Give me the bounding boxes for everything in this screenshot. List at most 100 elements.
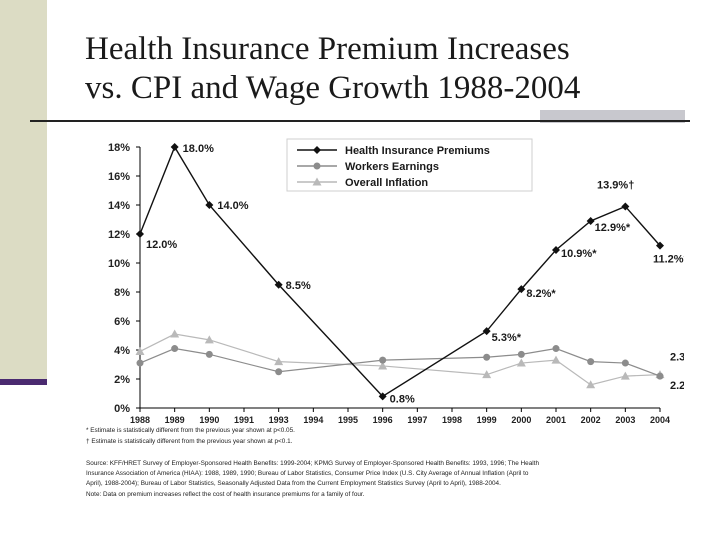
x-tick-label: 1997 <box>407 415 427 425</box>
legend-marker-inflation <box>312 177 322 186</box>
x-tick-label: 2002 <box>581 415 601 425</box>
legend-label-premiums: Health Insurance Premiums <box>345 145 490 157</box>
y-tick-label: 14% <box>108 200 130 212</box>
data-point-premiums <box>274 280 283 289</box>
line-chart: 0% 2% 4% 6% 8% 10% 12% 14% 16% 18% 1988 1989 1990 199… <box>86 138 695 498</box>
data-point-inflation <box>551 355 561 364</box>
x-tick-label: 1998 <box>442 415 462 425</box>
chart-series-layer <box>135 143 665 401</box>
slide-left-accent-bar <box>0 0 47 383</box>
series-line-earnings <box>139 347 661 377</box>
y-tick-label: 0% <box>114 403 130 415</box>
data-label-premiums: 12.9%* <box>595 222 631 234</box>
x-tick-label: 1991 <box>234 415 254 425</box>
x-tick-label: 1990 <box>199 415 219 425</box>
x-tick-label: 2003 <box>615 415 635 425</box>
y-tick-label: 10% <box>108 258 130 270</box>
x-tick-label: 1996 <box>373 415 393 425</box>
x-tick-label: 2004 <box>650 415 670 425</box>
footnote-line: † Estimate is statistically different fr… <box>86 438 293 445</box>
y-tick-label: 16% <box>108 171 130 183</box>
data-point-premiums <box>170 143 179 151</box>
data-point-premiums <box>136 230 144 238</box>
data-label-premiums: 0.8% <box>390 393 415 405</box>
data-label-premiums: 10.9%* <box>561 248 597 260</box>
data-point-earnings <box>587 358 595 366</box>
data-point-premiums <box>482 327 491 336</box>
data-label-premiums: 18.0% <box>183 143 214 155</box>
chart-legend: Health Insurance Premiums Workers Earning… <box>286 138 533 192</box>
footnote-line: April), 1988-2004); Bureau of Labor Stat… <box>86 480 501 487</box>
y-tick-label: 4% <box>114 345 130 357</box>
footnote-line: * Estimate is statistically different fr… <box>86 427 295 434</box>
data-point-earnings <box>205 350 213 358</box>
footnote-line: Source: KFF/HRET Survey of Employer-Spon… <box>86 460 539 467</box>
data-point-premiums <box>552 245 560 254</box>
slide-title-line-2: vs. CPI and Wage Growth 1988-2004 <box>85 70 581 106</box>
data-point-earnings <box>656 372 664 380</box>
data-label-premiums: 5.3%* <box>492 332 522 344</box>
data-label-premiums: 8.5% <box>286 280 311 292</box>
x-tick-label: 1993 <box>269 415 289 425</box>
x-tick-label: 1999 <box>477 415 497 425</box>
footnote-line: Note: Data on premium increases reflect … <box>86 491 365 498</box>
x-tick-label: 1988 <box>130 415 150 425</box>
data-label-inflation: 2.3% <box>670 352 684 364</box>
chart-axes: 0% 2% 4% 6% 8% 10% 12% 14% 16% 18% 1988 1989 1990 199… <box>108 142 670 425</box>
chart-footnotes: * Estimate is statistically different fr… <box>86 427 539 498</box>
data-point-earnings <box>171 345 179 353</box>
data-point-inflation <box>135 346 145 355</box>
data-point-earnings <box>136 359 144 367</box>
data-point-premiums <box>586 216 595 225</box>
y-tick-label: 8% <box>114 287 130 299</box>
data-point-inflation <box>516 358 526 367</box>
series-earnings <box>136 345 664 380</box>
legend-label-inflation: Overall Inflation <box>345 177 428 189</box>
data-point-inflation <box>274 357 284 366</box>
data-point-inflation <box>586 380 596 389</box>
slide-left-accent-edge <box>0 379 47 385</box>
y-tick-label: 2% <box>114 374 130 386</box>
x-tick-label: 1995 <box>338 415 358 425</box>
y-tick-label: 6% <box>114 316 130 328</box>
x-tick-label: 2000 <box>511 415 531 425</box>
data-label-premiums: 8.2%* <box>526 288 556 300</box>
data-label-earnings: 2.2% <box>670 380 684 392</box>
data-point-earnings <box>379 356 387 364</box>
data-label-premiums: 12.0% <box>146 239 177 251</box>
slide-title-line-1: Health Insurance Premium Increases <box>85 31 570 67</box>
footnote-line: Insurance Association of America (HIAA):… <box>86 470 529 477</box>
y-tick-label: 12% <box>108 229 130 241</box>
data-label-premiums: 13.9%† <box>597 179 634 191</box>
series-inflation <box>135 329 665 389</box>
data-point-earnings <box>621 359 629 367</box>
title-rule-accent <box>540 110 685 123</box>
data-point-inflation <box>482 370 492 379</box>
legend-marker-earnings <box>313 162 321 170</box>
legend-marker-premiums <box>313 146 321 154</box>
x-tick-label: 2001 <box>546 415 566 425</box>
data-point-premiums <box>378 392 387 401</box>
title-rule <box>30 120 690 122</box>
data-point-earnings <box>552 345 560 353</box>
y-tick-label: 18% <box>108 142 130 154</box>
slide-title: Health Insurance Premium Increases vs. C… <box>85 30 580 108</box>
data-point-inflation <box>620 371 630 380</box>
data-point-inflation <box>378 361 388 370</box>
data-label-premiums: 11.2%* <box>653 254 684 266</box>
data-point-inflation <box>204 335 214 344</box>
data-point-premiums <box>517 285 526 294</box>
x-tick-label: 1989 <box>165 415 185 425</box>
chart-data-labels: 12.0% 18.0% 14.0% 8.5% 0.8% 5.3%* 8.2%* 10.9%* 1… <box>146 143 695 405</box>
data-point-premiums <box>621 202 630 211</box>
data-point-inflation <box>170 329 180 338</box>
data-point-premiums <box>205 201 214 209</box>
data-point-earnings <box>483 353 491 361</box>
data-point-earnings <box>275 368 283 376</box>
chart-container: 0% 2% 4% 6% 8% 10% 12% 14% 16% 18% 1988 1989 1990 199… <box>72 125 695 503</box>
data-point-earnings <box>517 350 525 358</box>
data-point-premiums <box>656 241 664 250</box>
legend-label-earnings: Workers Earnings <box>345 161 439 173</box>
series-premiums <box>136 143 664 401</box>
data-label-premiums: 14.0% <box>217 200 248 212</box>
